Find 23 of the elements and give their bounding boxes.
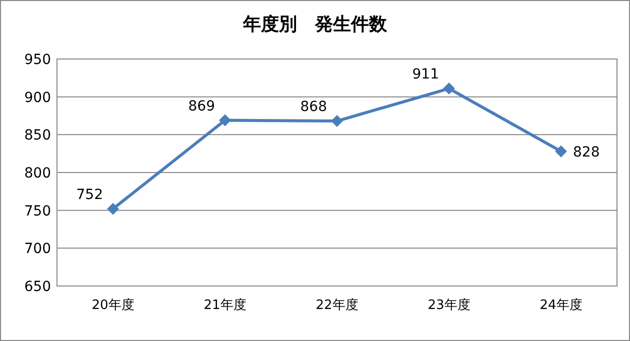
x-tick-label: 23年度 xyxy=(428,297,470,313)
data-label: 752 xyxy=(76,186,103,203)
data-label: 868 xyxy=(300,99,327,116)
x-tick-label: 22年度 xyxy=(316,297,358,313)
chart-title: 年度別 発生件数 xyxy=(242,14,388,35)
point xyxy=(555,145,567,158)
x-tick-label: 20年度 xyxy=(92,297,134,313)
point xyxy=(107,202,119,215)
y-tick-label: 650 xyxy=(24,279,51,295)
y-tick-label: 700 xyxy=(24,241,51,258)
point xyxy=(331,115,343,128)
x-tick-label: 21年度 xyxy=(204,297,246,313)
y-tick-label: 750 xyxy=(24,203,51,220)
y-tick-label: 950 xyxy=(24,52,51,68)
data-label: 911 xyxy=(412,66,439,83)
point xyxy=(443,82,455,95)
x-tick-label: 24年度 xyxy=(540,297,582,313)
y-tick-label: 800 xyxy=(24,166,51,182)
y-tick-label: 850 xyxy=(24,128,51,144)
data-label: 828 xyxy=(573,144,600,160)
data-label: 869 xyxy=(188,98,215,114)
point xyxy=(219,114,231,126)
y-tick-label: 900 xyxy=(24,90,51,106)
